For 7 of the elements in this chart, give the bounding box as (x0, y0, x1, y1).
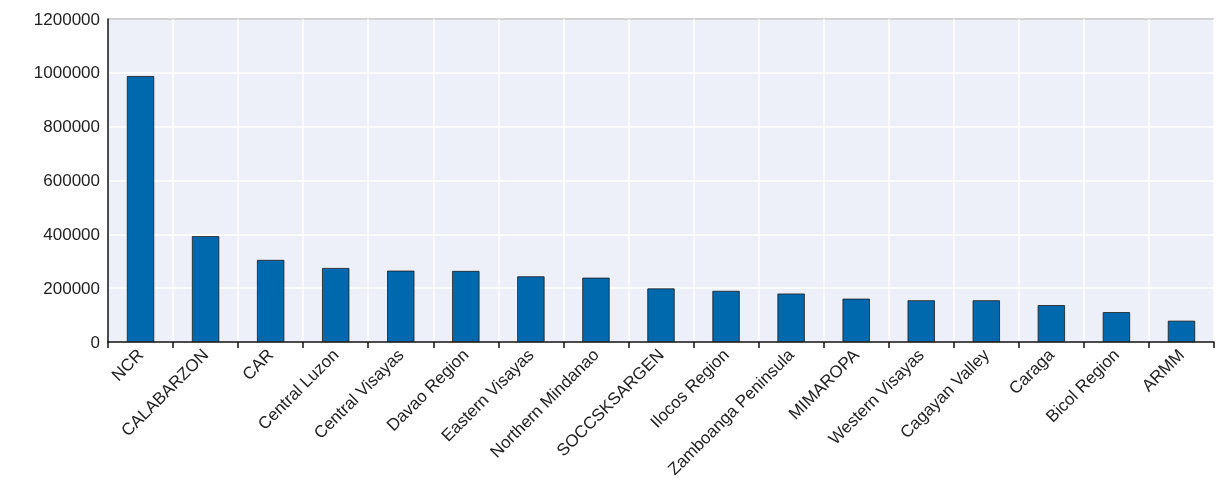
y-tick-label: 600000 (43, 171, 100, 190)
y-tick-label: 1200000 (33, 9, 100, 29)
y-tick-label: 200000 (43, 278, 100, 298)
y-tick-label: 400000 (43, 224, 100, 244)
y-tick-label: 1000000 (33, 63, 100, 83)
y-tick-label: 800000 (43, 117, 100, 137)
y-tick-label: 0 (90, 332, 100, 352)
